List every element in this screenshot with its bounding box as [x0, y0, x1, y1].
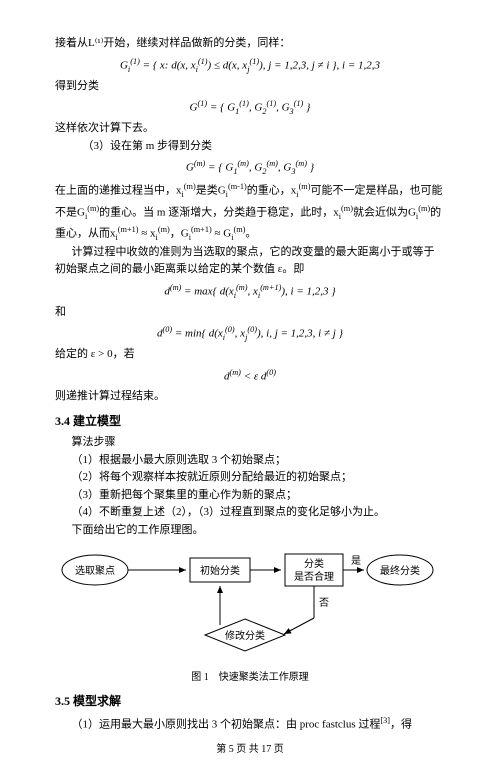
node-start-label: 选取聚点	[75, 564, 115, 577]
para: 则递推计算过程结束。	[55, 388, 445, 406]
list-item: （3）重新把每个聚集里的重心作为新的聚点；	[55, 487, 445, 505]
list-item: （2）将每个观察样本按就近原则分配给最近的初始聚点；	[55, 469, 445, 487]
para: 得到分类	[55, 78, 445, 96]
list-item: （1）根据最小最大原则选取 3 个初始聚点；	[55, 452, 445, 470]
para: 计算过程中收敛的准则为当选取的聚点，它的改变量的最大距离小于或等于初始聚点之间的…	[55, 244, 445, 279]
section-title: 3.5 模型求解	[55, 692, 445, 711]
section-title: 3.4 建立模型	[55, 412, 445, 431]
node-modify-label: 修改分类	[225, 629, 265, 642]
equation: d(0) = min{ d(xi(0), xj(0)), i, j = 1,2,…	[55, 323, 445, 344]
para: （1）运用最大最小原则找出 3 个初始聚点：由 proc fastclus 过程…	[55, 714, 445, 734]
para: 接着从L⁽¹⁾开始，继续对样品做新的分类，同样：	[55, 35, 445, 53]
page-footer: 第 5 页 共 17 页	[55, 742, 445, 758]
para: 和	[55, 304, 445, 322]
edge-label-no: 否	[319, 597, 329, 609]
node-decide-label-top: 分类	[304, 557, 324, 570]
edge	[284, 618, 314, 634]
flowchart: 选取聚点 初始分类 分类 是否合理 是 最终分类 否 修改分类	[60, 550, 440, 660]
node-initial-label: 初始分类	[200, 564, 240, 577]
para: （3）设在第 m 步得到分类	[55, 138, 445, 156]
para: 在上面的递推过程当中，xi(m)是类Gi(m-1)的重心，xi(m)可能不一定是…	[55, 180, 445, 243]
equation: d(m) = max{ d(xi(m), xi(m+1)), i = 1,2,3…	[55, 281, 445, 302]
edge-label-yes: 是	[351, 555, 361, 567]
equation: G(m) = { G1(m), G2(m), G3(m) }	[55, 157, 445, 178]
para: 给定的 ε > 0，若	[55, 346, 445, 364]
list-item: （4）不断重复上述（2），（3）过程直到聚点的变化足够小为止。	[55, 504, 445, 522]
node-decide-label-bot: 是否合理	[294, 570, 334, 583]
equation: Gi(1) = { x: d(x, xi(1)) ≤ d(x, xj(1)), …	[55, 55, 445, 76]
para: 下面给出它的工作原理图。	[55, 522, 445, 540]
figure-caption: 图 1 快速聚类法工作原理	[55, 670, 445, 686]
equation: G(1) = { G1(1), G2(1), G3(1) }	[55, 97, 445, 118]
equation: d(m) < ε d(0)	[55, 366, 445, 386]
para: 这样依次计算下去。	[55, 120, 445, 138]
para: 算法步骤	[55, 434, 445, 452]
node-final-label: 最终分类	[380, 564, 420, 577]
